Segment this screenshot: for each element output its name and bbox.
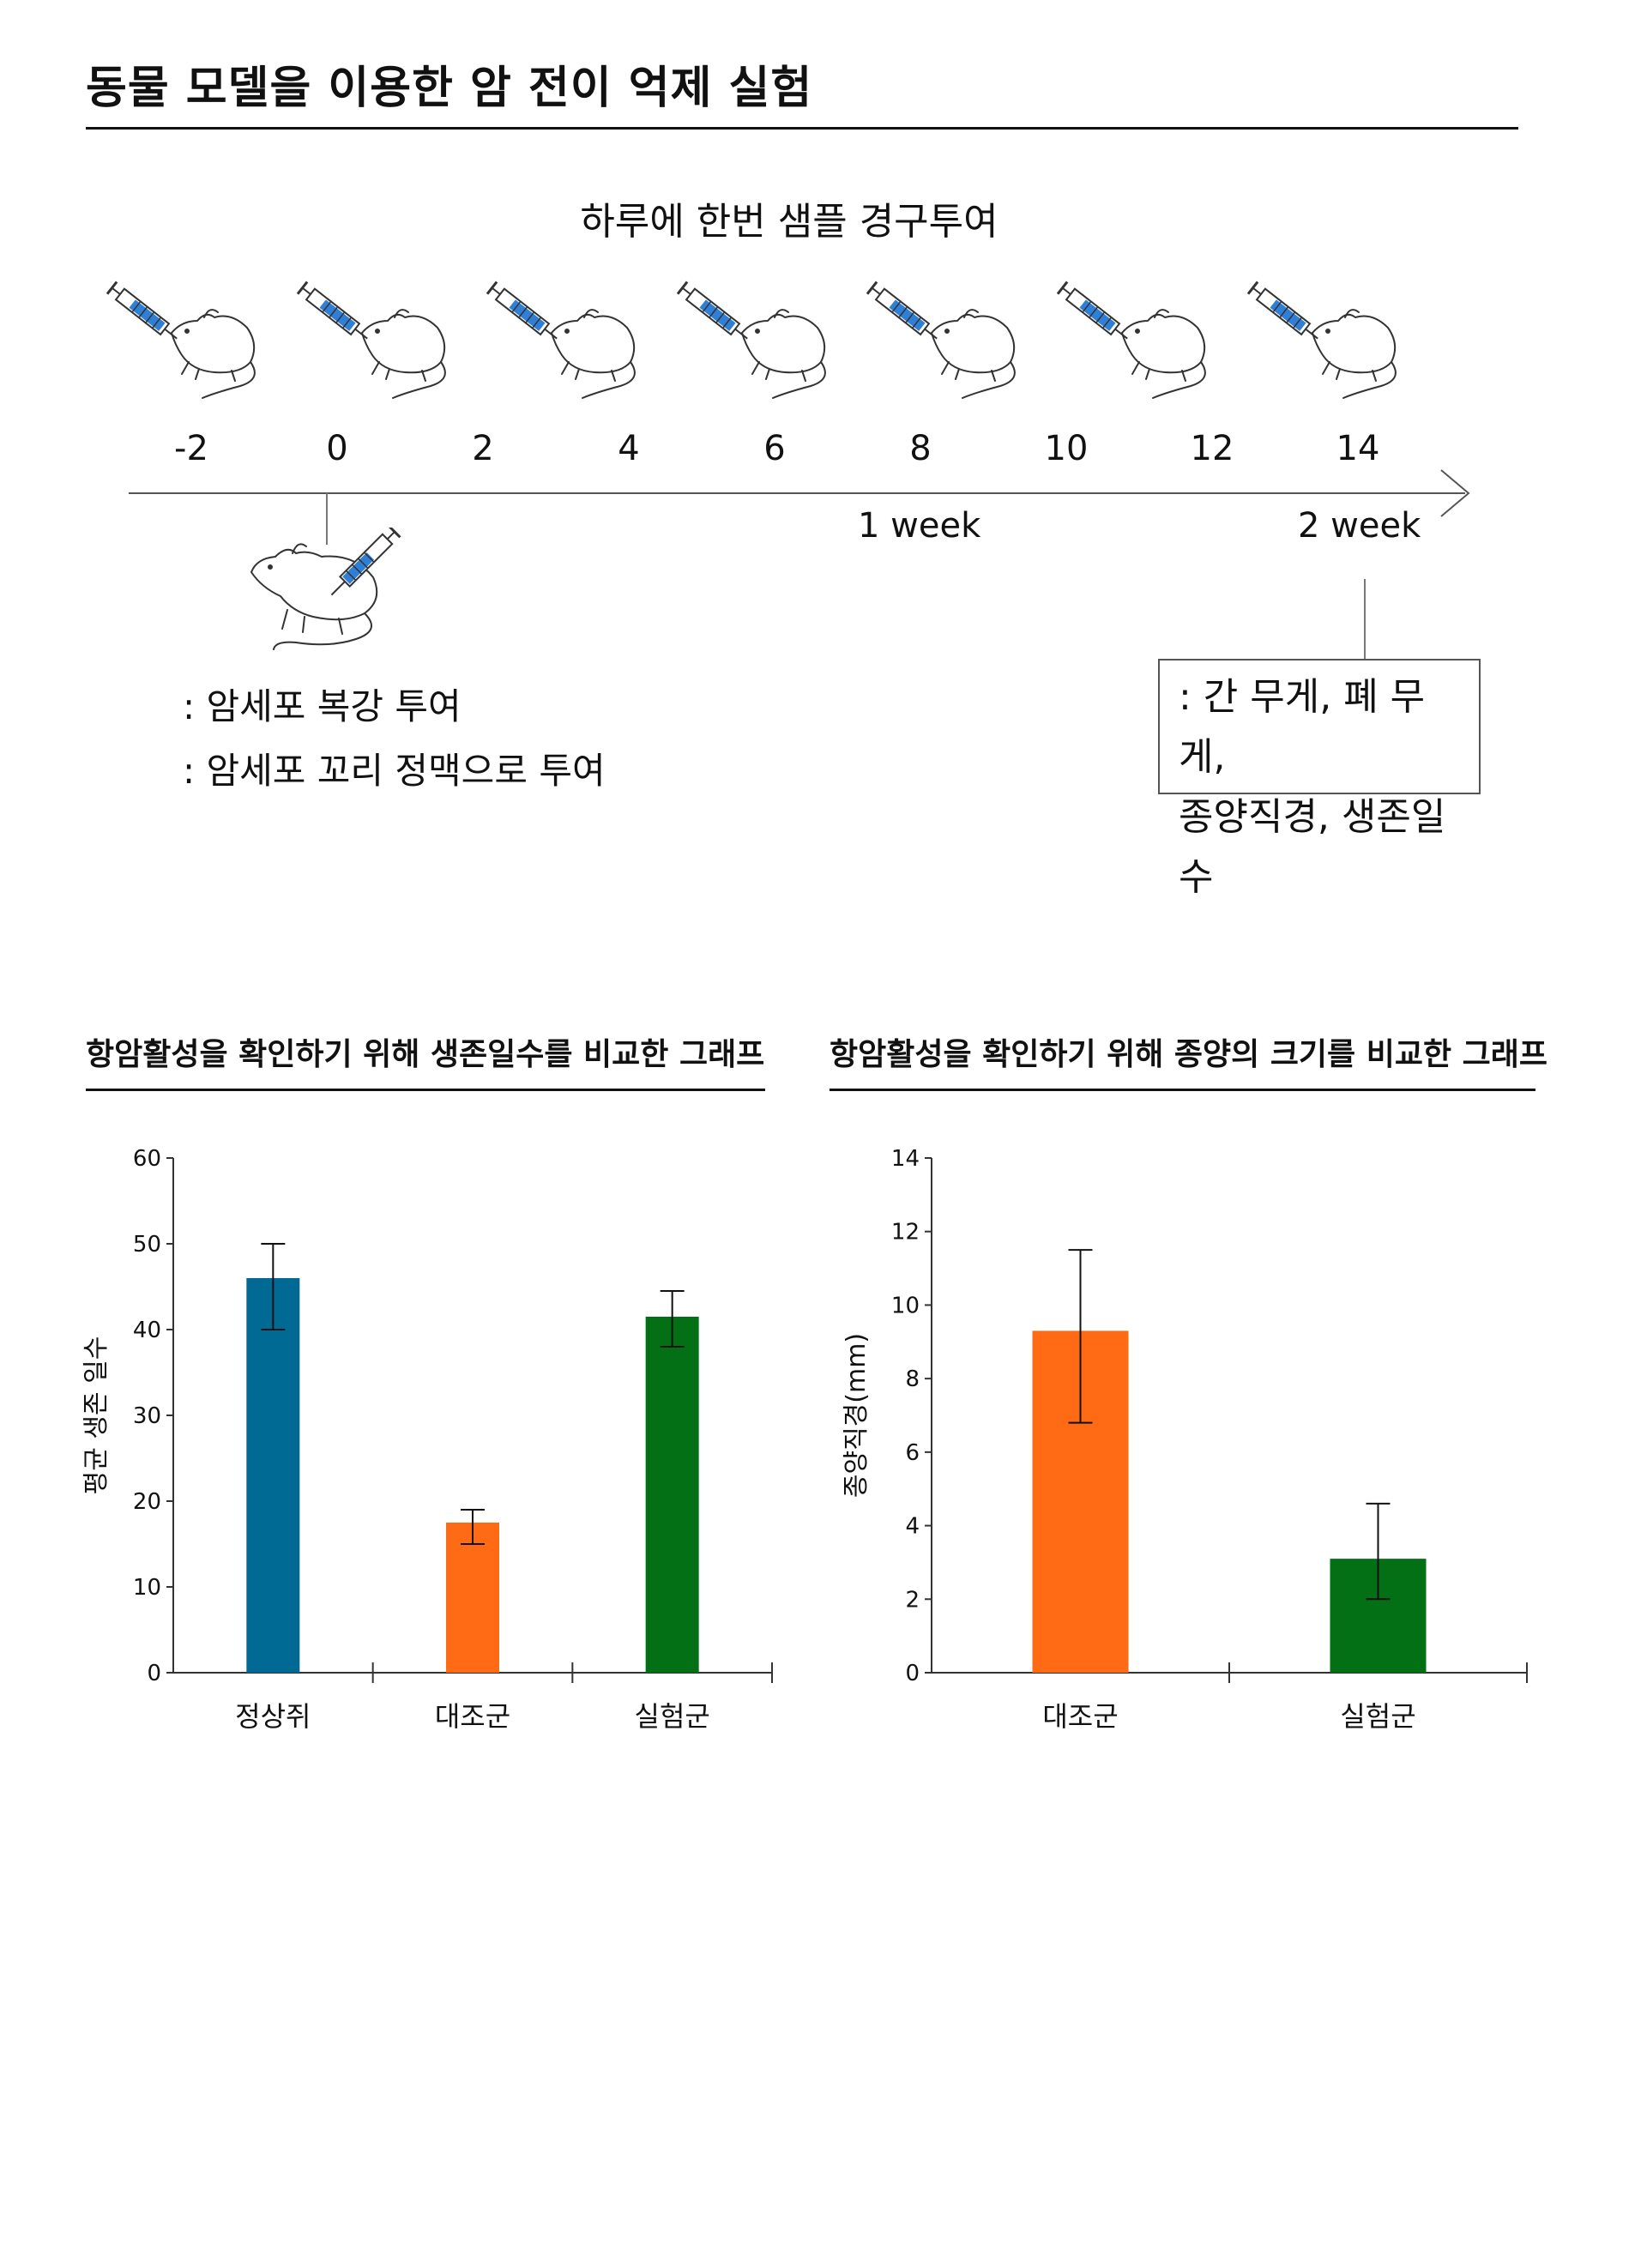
mouse-syringe-icon [106,280,256,399]
mouse-syringe-icon [486,280,636,399]
x-tick-label: 실험군 [635,1700,710,1733]
y-tick-label: 4 [905,1514,920,1540]
injected-mouse-icon [250,528,401,650]
day0-connector [326,493,328,545]
x-tick-label: 실험군 [1340,1700,1415,1733]
measurement-line-1: : 간 무게, 폐 무게, [1179,675,1426,779]
week1-label: 1 week [858,506,981,546]
x-tick-label: 대조군 [435,1700,510,1733]
x-tick-label: 대조군 [1042,1700,1118,1733]
y-tick-label: 2 [905,1587,920,1613]
mouse-syringe-icon [866,280,1016,399]
day-label: 8 [909,429,932,468]
chart1-title-underline [86,1089,765,1091]
day-label: 12 [1190,429,1234,468]
mouse-syringe-icon [676,280,826,399]
y-tick-label: 0 [147,1661,161,1686]
bar [645,1317,699,1673]
y-tick-label: 50 [133,1232,161,1258]
week2-label: 2 week [1298,506,1421,546]
y-tick-label: 30 [133,1403,161,1429]
injection-note-2: : 암세포 꼬리 정맥으로 투여 [183,750,606,792]
y-tick-label: 60 [133,1146,161,1172]
mouse-syringe-icon [1246,280,1397,399]
mouse-syringe-icon [296,280,446,399]
y-tick-label: 8 [905,1366,920,1392]
y-tick-label: 14 [891,1146,920,1172]
week2-connector [1364,579,1366,660]
day-label: 0 [326,429,348,468]
y-tick-label: 10 [891,1293,920,1318]
measurement-line-2: 종양직경, 생존일수 [1179,795,1446,899]
survival-chart: 0 10 20 30 40 50 60 정상쥐 대조군 실험군 평균 생존 일수 [81,1146,773,1733]
day-label: 6 [763,429,786,468]
injection-note-1: : 암세포 복강 투여 [183,685,462,727]
y-tick-label: 20 [133,1489,161,1515]
y-tick-label: 10 [133,1575,161,1601]
page-title: 동물 모델을 이용한 암 전이 억제 실험 [86,63,813,114]
y-axis-label: 종양직경(mm) [842,1333,872,1498]
y-tick-label: 6 [905,1440,920,1466]
x-tick-label: 정상쥐 [235,1700,311,1733]
day-label: 10 [1044,429,1089,468]
chart2-title-underline [830,1089,1535,1091]
bar [446,1523,499,1673]
y-tick-label: 12 [891,1220,920,1246]
title-underline [86,127,1518,130]
mouse-syringe-icon [1056,280,1206,399]
timeline-axis [129,469,1470,517]
y-tick-label: 0 [905,1661,920,1686]
chart1-title: 항암활성을 확인하기 위해 생존일수를 비교한 그래프 [86,1037,765,1072]
day-label: 4 [618,429,640,468]
day-label: 14 [1336,429,1380,468]
measurement-box: : 간 무게, 폐 무게, 종양직경, 생존일수 [1158,659,1481,899]
y-tick-label: 40 [133,1318,161,1343]
chart2-title: 항암활성을 확인하기 위해 종양의 크기를 비교한 그래프 [830,1037,1547,1072]
y-axis-label: 평균 생존 일수 [81,1336,112,1495]
tumor-size-chart: 0 2 4 6 8 10 12 14 대조군 실험군 종양직경(mm) [842,1146,1528,1733]
day-label: -2 [174,429,208,468]
bar [246,1278,300,1673]
dosing-label: 하루에 한번 샘플 경구투여 [580,200,998,244]
day-label: 2 [472,429,494,468]
